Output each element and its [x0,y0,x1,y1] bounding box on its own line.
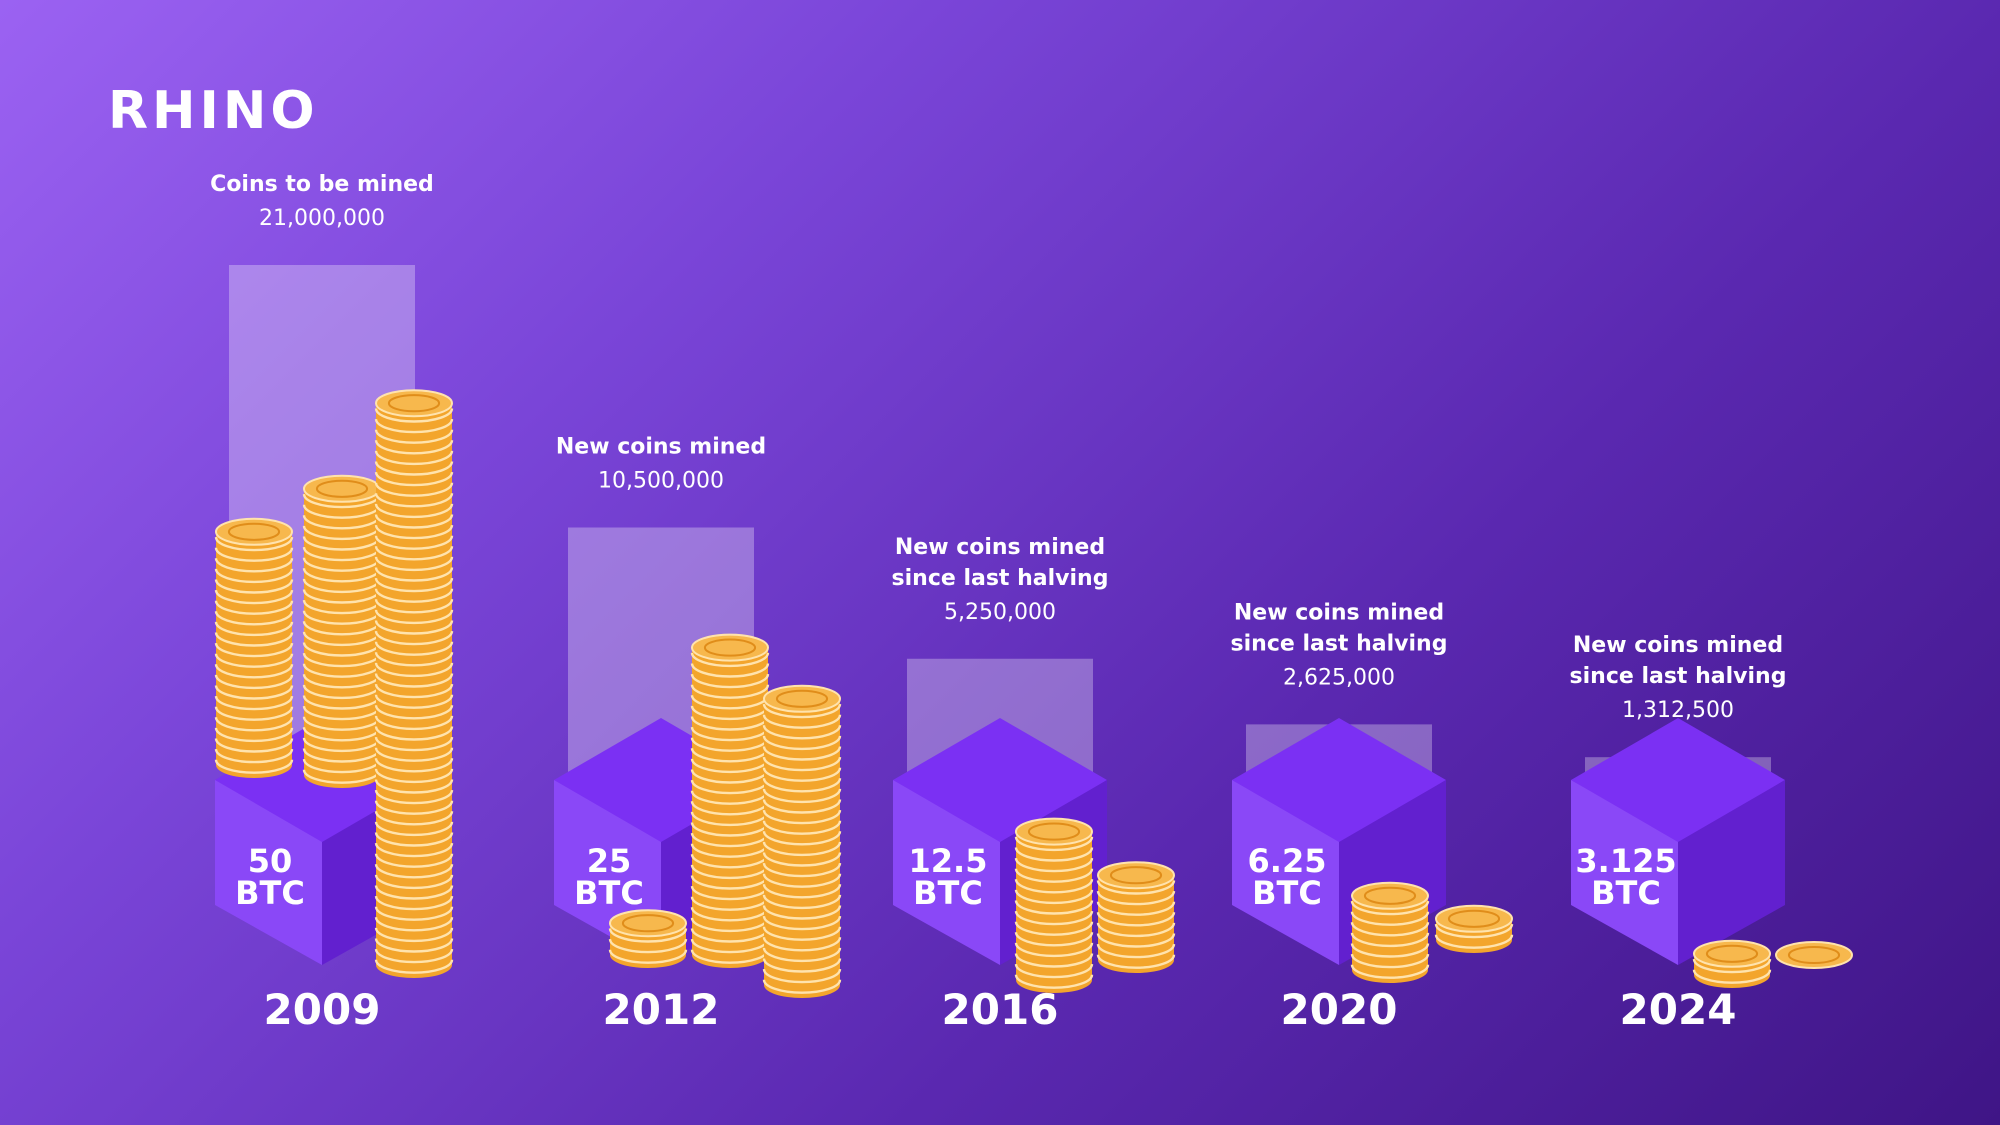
series-label-2016-line2: since last halving [892,566,1109,591]
year-label-2016: 2016 [942,985,1059,1034]
reward-unit-2016: BTC [913,874,983,912]
coin-stack-2020-2 [1434,904,1514,953]
halving-group-2016: 5,250,000 New coins mined since last halvi… [892,535,1176,1034]
reward-cube-2024 [1571,718,1785,965]
reward-unit-2012: BTC [574,874,644,912]
coin-stack-2020-1 [1350,881,1430,983]
value-label-2009: 21,000,000 [259,206,385,231]
value-label-2016: 5,250,000 [944,600,1056,625]
series-label-2016-line1: New coins mined [895,535,1105,560]
coin-stack-2024-2 [1775,941,1853,969]
year-label-2012: 2012 [603,985,720,1034]
year-label-2024: 2024 [1620,985,1737,1034]
reward-unit-2020: BTC [1252,874,1322,912]
coin-stack-2009-3 [374,389,454,978]
series-label-2024-line1: New coins mined [1573,633,1783,658]
coin-stack-2016-2 [1096,861,1176,973]
coin-stack-2009-2 [302,474,382,788]
coin-stack-2016-1 [1014,817,1094,993]
value-label-2020: 2,625,000 [1283,665,1395,690]
reward-amount-2020: 6.25 [1248,842,1327,880]
coin-stack-2012-1 [608,909,688,968]
reward-amount-2012: 25 [587,842,632,880]
reward-unit-2009: BTC [235,874,305,912]
series-label-2012-line1: New coins mined [556,435,766,460]
series-label-2009-line1: Coins to be mined [210,172,434,197]
coin-stack-2012-3 [762,684,842,998]
coin-stack-2009-1 [214,517,294,778]
series-label-2024-line2: since last halving [1570,664,1787,689]
reward-amount-2016: 12.5 [909,842,988,880]
coin-stack-2012-2 [690,633,770,968]
reward-amount-2009: 50 [248,842,293,880]
brand-logo: RHINO [108,81,319,141]
series-label-2020-line2: since last halving [1231,631,1448,656]
value-label-2012: 10,500,000 [598,469,724,494]
logo-text: RHINO [108,81,319,141]
coin-stack-2024-1 [1692,939,1772,988]
reward-amount-2024: 3.125 [1575,842,1676,880]
year-label-2020: 2020 [1281,985,1398,1034]
series-label-2020-line1: New coins mined [1234,600,1444,625]
reward-unit-2024: BTC [1591,874,1661,912]
halving-group-2020: 2,625,000 New coins mined since last halvi… [1231,600,1514,1034]
year-label-2009: 2009 [264,985,381,1034]
